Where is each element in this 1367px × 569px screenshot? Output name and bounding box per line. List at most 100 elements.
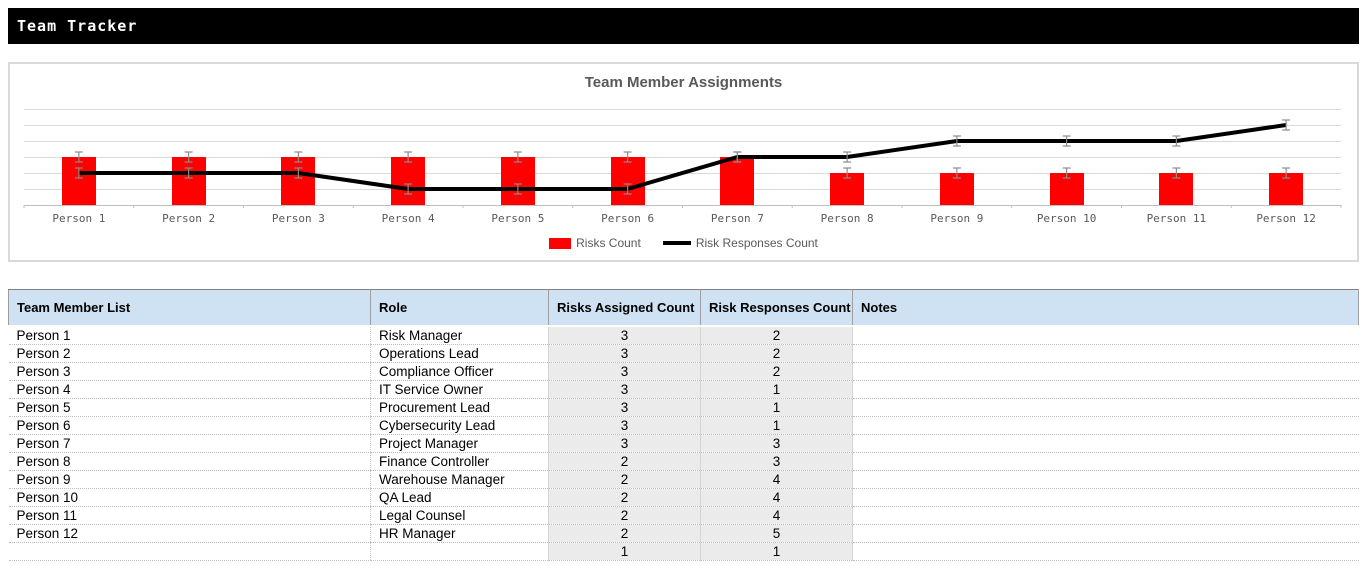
x-axis-label: Person 9 xyxy=(930,212,984,225)
cell-notes[interactable] xyxy=(852,488,1359,507)
x-axis-label: Person 3 xyxy=(271,212,325,225)
cell-member[interactable]: Person 4 xyxy=(8,380,371,399)
cell-responses[interactable]: 4 xyxy=(700,470,853,489)
table-row: Person 3 Compliance Officer 3 2 xyxy=(8,362,1359,381)
cell-role[interactable]: Risk Manager xyxy=(370,326,549,345)
cell-role[interactable]: Procurement Lead xyxy=(370,398,549,417)
legend-item: Risks Count xyxy=(549,236,641,250)
cell-risks[interactable]: 2 xyxy=(548,524,701,543)
cell-responses[interactable]: 2 xyxy=(700,326,853,345)
table-row: Person 2 Operations Lead 3 2 xyxy=(8,344,1359,363)
cell-role[interactable]: HR Manager xyxy=(370,524,549,543)
cell-responses[interactable]: 1 xyxy=(700,380,853,399)
cell-notes[interactable] xyxy=(852,452,1359,471)
cell-risks[interactable]: 3 xyxy=(548,416,701,435)
cell-member[interactable]: Person 5 xyxy=(8,398,371,417)
table-header-row: Team Member List Role Risks Assigned Count… xyxy=(8,289,1359,327)
table-row: Person 1 Risk Manager 3 2 xyxy=(8,326,1359,345)
cell-responses[interactable]: 1 xyxy=(700,398,853,417)
cell-role[interactable]: QA Lead xyxy=(370,488,549,507)
table-row: Person 10 QA Lead 2 4 xyxy=(8,488,1359,507)
cell-role[interactable] xyxy=(370,542,549,561)
cell-notes[interactable] xyxy=(852,344,1359,363)
app-title: Team Tracker xyxy=(17,17,138,35)
x-axis-label: Person 2 xyxy=(162,212,216,225)
cell-member[interactable]: Person 1 xyxy=(8,326,371,345)
chart-bar xyxy=(61,157,96,205)
cell-responses[interactable]: 4 xyxy=(700,506,853,525)
x-axis-label: Person 8 xyxy=(820,212,874,225)
cell-risks[interactable]: 3 xyxy=(548,434,701,453)
cell-notes[interactable] xyxy=(852,380,1359,399)
cell-member[interactable]: Person 9 xyxy=(8,470,371,489)
cell-notes[interactable] xyxy=(852,362,1359,381)
column-header-role: Role xyxy=(370,289,549,327)
cell-role[interactable]: Project Manager xyxy=(370,434,549,453)
cell-risks[interactable]: 2 xyxy=(548,470,701,489)
cell-member[interactable]: Person 10 xyxy=(8,488,371,507)
cell-role[interactable]: Legal Counsel xyxy=(370,506,549,525)
chart-legend: Risks Count Risk Responses Count xyxy=(10,236,1357,250)
cell-role[interactable]: Operations Lead xyxy=(370,344,549,363)
cell-notes[interactable] xyxy=(852,506,1359,525)
cell-member[interactable]: Person 7 xyxy=(8,434,371,453)
table-row: Person 7 Project Manager 3 3 xyxy=(8,434,1359,453)
cell-risks[interactable]: 3 xyxy=(548,326,701,345)
table-body: Person 1 Risk Manager 3 2 Person 2 Operations… xyxy=(8,326,1359,561)
x-axis-label: Person 4 xyxy=(381,212,435,225)
cell-member[interactable]: Person 11 xyxy=(8,506,371,525)
column-header-risks: Risks Assigned Count xyxy=(548,289,701,327)
cell-responses[interactable]: 5 xyxy=(700,524,853,543)
table-row: Person 12 HR Manager 2 5 xyxy=(8,524,1359,543)
cell-responses[interactable]: 3 xyxy=(700,452,853,471)
cell-risks[interactable]: 3 xyxy=(548,380,701,399)
cell-risks[interactable]: 1 xyxy=(548,542,701,561)
app-title-bar: Team Tracker xyxy=(8,8,1359,44)
cell-member[interactable]: Person 3 xyxy=(8,362,371,381)
cell-notes[interactable] xyxy=(852,434,1359,453)
x-axis-label: Person 7 xyxy=(710,212,764,225)
cell-member[interactable] xyxy=(8,542,371,561)
cell-responses[interactable]: 3 xyxy=(700,434,853,453)
cell-member[interactable]: Person 12 xyxy=(8,524,371,543)
cell-role[interactable]: Compliance Officer xyxy=(370,362,549,381)
cell-responses[interactable]: 2 xyxy=(700,344,853,363)
cell-member[interactable]: Person 6 xyxy=(8,416,371,435)
cell-member[interactable]: Person 2 xyxy=(8,344,371,363)
cell-notes[interactable] xyxy=(852,398,1359,417)
legend-line-swatch-icon xyxy=(662,241,691,245)
cell-role[interactable]: Warehouse Manager xyxy=(370,470,549,489)
cell-risks[interactable]: 2 xyxy=(548,488,701,507)
team-tracker-table: Team Member List Role Risks Assigned Count… xyxy=(8,289,1359,561)
cell-responses[interactable]: 1 xyxy=(700,542,853,561)
cell-notes[interactable] xyxy=(852,524,1359,543)
x-axis-label: Person 12 xyxy=(1256,212,1316,225)
cell-risks[interactable]: 2 xyxy=(548,506,701,525)
cell-role[interactable]: IT Service Owner xyxy=(370,380,549,399)
cell-notes[interactable] xyxy=(852,416,1359,435)
cell-risks[interactable]: 3 xyxy=(548,398,701,417)
cell-risks[interactable]: 3 xyxy=(548,362,701,381)
cell-responses[interactable]: 4 xyxy=(700,488,853,507)
gridline xyxy=(24,125,1341,126)
chart-bar xyxy=(610,157,645,205)
x-axis-label: Person 11 xyxy=(1146,212,1207,225)
chart-bar xyxy=(281,157,316,205)
table-row: Person 9 Warehouse Manager 2 4 xyxy=(8,470,1359,489)
cell-role[interactable]: Cybersecurity Lead xyxy=(370,416,549,435)
cell-role[interactable]: Finance Controller xyxy=(370,452,549,471)
cell-responses[interactable]: 2 xyxy=(700,362,853,381)
chart-bar xyxy=(720,157,755,205)
cell-notes[interactable] xyxy=(852,542,1359,561)
cell-member[interactable]: Person 8 xyxy=(8,452,371,471)
cell-risks[interactable]: 2 xyxy=(548,452,701,471)
cell-responses[interactable]: 1 xyxy=(700,416,853,435)
cell-risks[interactable]: 3 xyxy=(548,344,701,363)
column-header-member: Team Member List xyxy=(8,289,371,327)
x-axis-label: Person 5 xyxy=(491,212,545,225)
gridline xyxy=(24,189,1341,190)
cell-notes[interactable] xyxy=(852,326,1359,345)
cell-notes[interactable] xyxy=(852,470,1359,489)
chart-card: Team Member Assignments Person 1 Person 2… xyxy=(8,62,1359,262)
